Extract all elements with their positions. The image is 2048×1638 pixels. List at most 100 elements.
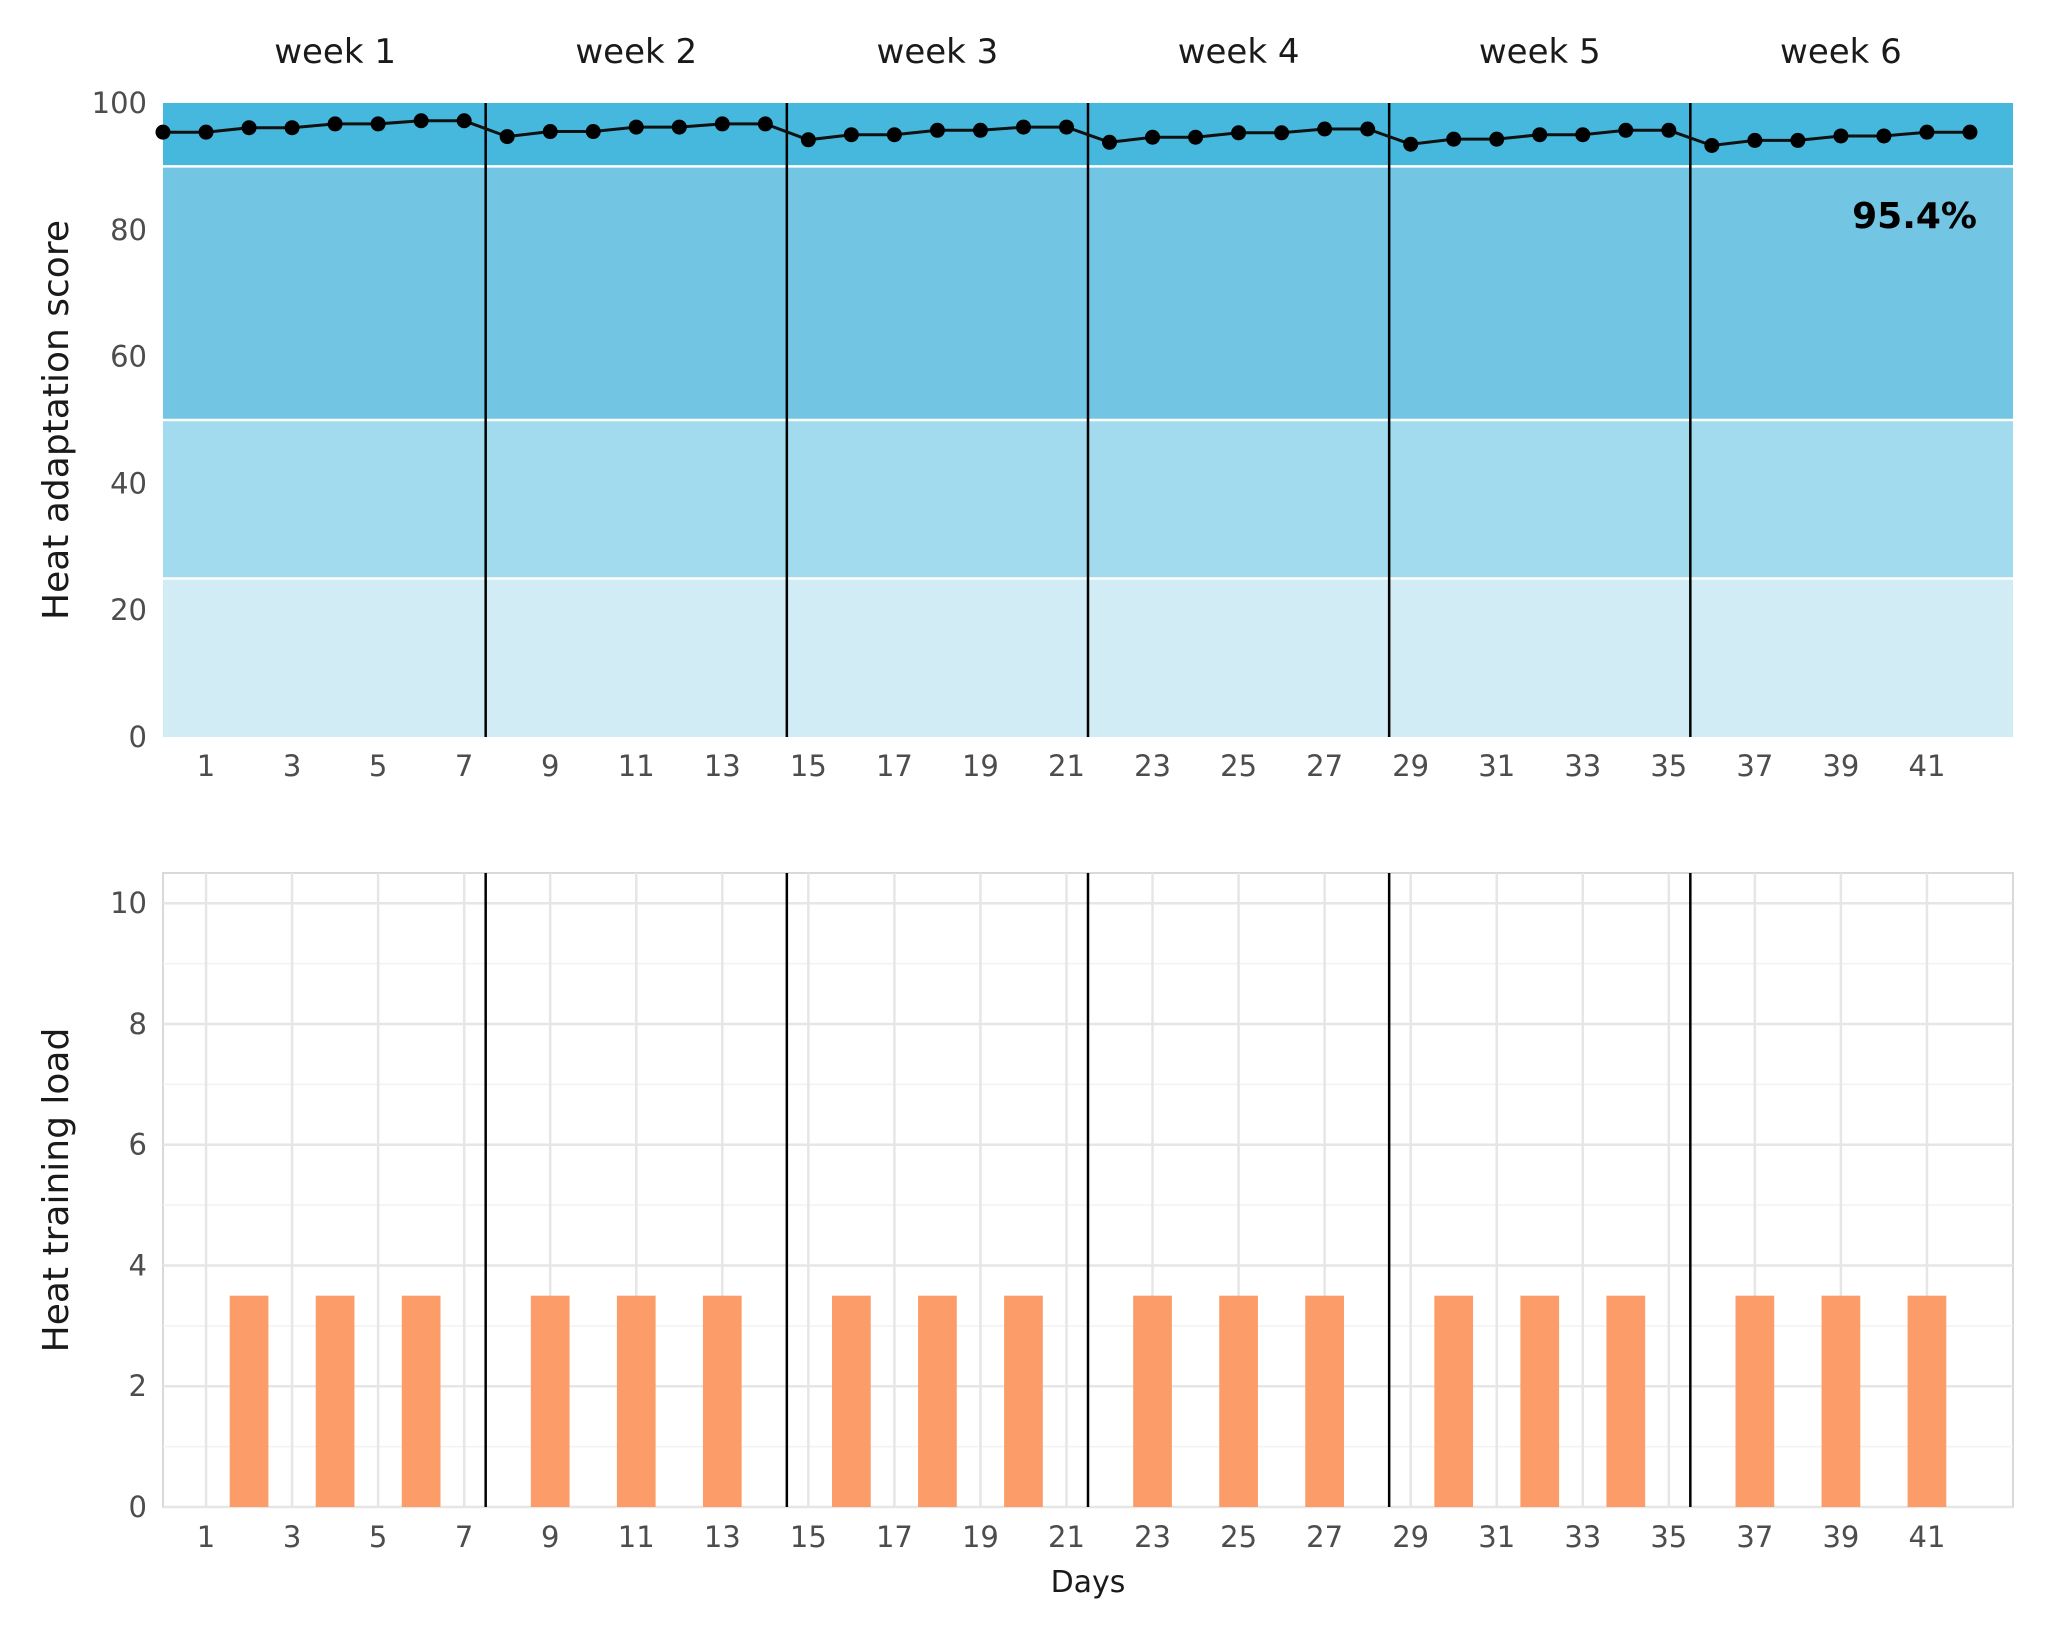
score-point: [1618, 122, 1634, 138]
x-tick-label: 27: [1306, 1520, 1343, 1554]
x-tick-label: 35: [1650, 749, 1687, 783]
x-tick-label: 5: [369, 1520, 387, 1554]
x-tick-label: 29: [1392, 1520, 1429, 1554]
score-point: [198, 124, 214, 140]
y-tick-label: 2: [129, 1369, 147, 1403]
week-label: week 6: [1780, 32, 1902, 72]
training-load-bar: [616, 1295, 656, 1507]
top-y-tick-labels: 0 20 40 60 80 100: [92, 86, 147, 754]
score-point: [1015, 119, 1031, 135]
week-label: week 3: [877, 32, 999, 72]
y-tick-label: 100: [92, 86, 147, 120]
score-point: [370, 116, 386, 132]
x-tick-label: 9: [541, 749, 559, 783]
x-tick-label: 39: [1822, 749, 1859, 783]
week-label: week 4: [1178, 32, 1300, 72]
score-point: [628, 119, 644, 135]
training-load-bar: [918, 1295, 957, 1507]
week-label: week 5: [1479, 32, 1601, 72]
score-point: [542, 124, 558, 140]
x-tick-label: 41: [1909, 1520, 1946, 1554]
score-point: [1704, 137, 1720, 153]
x-tick-label: 17: [876, 749, 913, 783]
training-load-bar: [1133, 1295, 1172, 1507]
training-load-bar: [1434, 1295, 1474, 1507]
x-tick-label: 5: [369, 749, 387, 783]
x-tick-label: 31: [1478, 1520, 1515, 1554]
x-tick-label: 31: [1478, 749, 1515, 783]
y-tick-label: 80: [110, 213, 147, 247]
week-labels: week 1 week 2 week 3 week 4 week 5 week 6: [274, 32, 1902, 72]
score-point: [1102, 134, 1118, 150]
training-load-bar: [1735, 1295, 1775, 1507]
training-load-bar: [1520, 1295, 1560, 1507]
x-tick-label: 21: [1048, 749, 1085, 783]
training-load-bar: [832, 1295, 871, 1507]
y-tick-label: 6: [129, 1128, 147, 1162]
score-point: [1403, 136, 1419, 152]
training-load-bar: [1004, 1295, 1043, 1507]
x-tick-label: 33: [1564, 1520, 1601, 1554]
x-tick-label: 13: [704, 749, 741, 783]
y-tick-label: 4: [129, 1248, 147, 1282]
y-tick-label: 40: [110, 466, 147, 500]
x-tick-label: 15: [790, 1520, 827, 1554]
training-load-bar: [1907, 1295, 1947, 1507]
top-y-axis-title: Heat adaptation score: [36, 220, 77, 620]
x-axis-title: Days: [1051, 1565, 1126, 1600]
score-point: [757, 116, 773, 132]
training-load-bars: [229, 1295, 1947, 1507]
top-panel: week 1 week 2 week 3 week 4 week 5 week 6 0 20…: [36, 32, 2013, 783]
training-load-bar: [1219, 1295, 1258, 1507]
x-tick-label: 19: [962, 749, 999, 783]
x-tick-label: 11: [618, 749, 655, 783]
score-point: [1962, 124, 1978, 140]
x-tick-label: 35: [1650, 1520, 1687, 1554]
week-label: week 2: [575, 32, 697, 72]
score-point: [1317, 121, 1333, 137]
x-tick-label: 19: [962, 1520, 999, 1554]
score-point: [1446, 131, 1462, 147]
x-tick-label: 13: [704, 1520, 741, 1554]
training-load-bar: [229, 1295, 269, 1507]
x-tick-label: 33: [1564, 749, 1601, 783]
bottom-y-axis-title: Heat training load: [36, 1028, 77, 1353]
x-tick-label: 37: [1736, 1520, 1773, 1554]
x-tick-label: 7: [455, 749, 473, 783]
score-point: [499, 129, 515, 145]
x-tick-label: 41: [1909, 749, 1946, 783]
y-tick-label: 60: [110, 340, 147, 374]
score-point: [1489, 131, 1505, 147]
score-point: [1058, 119, 1074, 135]
x-tick-label: 25: [1220, 1520, 1257, 1554]
score-point: [1231, 125, 1247, 141]
top-x-tick-labels: 1 3 5 7 9 11 13 15 17 19 21 23 25 27 29 31 33 35 37 39 41: [197, 749, 1946, 783]
x-tick-label: 27: [1306, 749, 1343, 783]
score-point: [1360, 121, 1376, 137]
x-tick-label: 39: [1822, 1520, 1859, 1554]
score-point: [327, 116, 343, 132]
score-point: [241, 120, 257, 136]
score-point: [1661, 122, 1677, 138]
score-point: [843, 127, 859, 143]
score-point: [155, 124, 171, 140]
score-point: [1145, 129, 1161, 145]
score-points: [155, 113, 1978, 153]
training-load-bar: [1821, 1295, 1861, 1507]
training-load-bar: [1305, 1295, 1344, 1507]
training-load-bar: [1606, 1295, 1646, 1507]
week-boundaries-bottom: [484, 873, 1692, 1507]
training-load-bar: [702, 1295, 742, 1507]
score-point: [1876, 128, 1892, 144]
score-point: [886, 127, 902, 143]
score-point: [1274, 125, 1290, 141]
score-point: [456, 113, 472, 129]
x-tick-label: 23: [1134, 1520, 1171, 1554]
x-tick-label: 7: [455, 1520, 473, 1554]
x-tick-label: 11: [618, 1520, 655, 1554]
x-tick-label: 17: [876, 1520, 913, 1554]
x-tick-label: 9: [541, 1520, 559, 1554]
y-tick-label: 0: [129, 720, 147, 754]
score-point: [1188, 129, 1204, 145]
